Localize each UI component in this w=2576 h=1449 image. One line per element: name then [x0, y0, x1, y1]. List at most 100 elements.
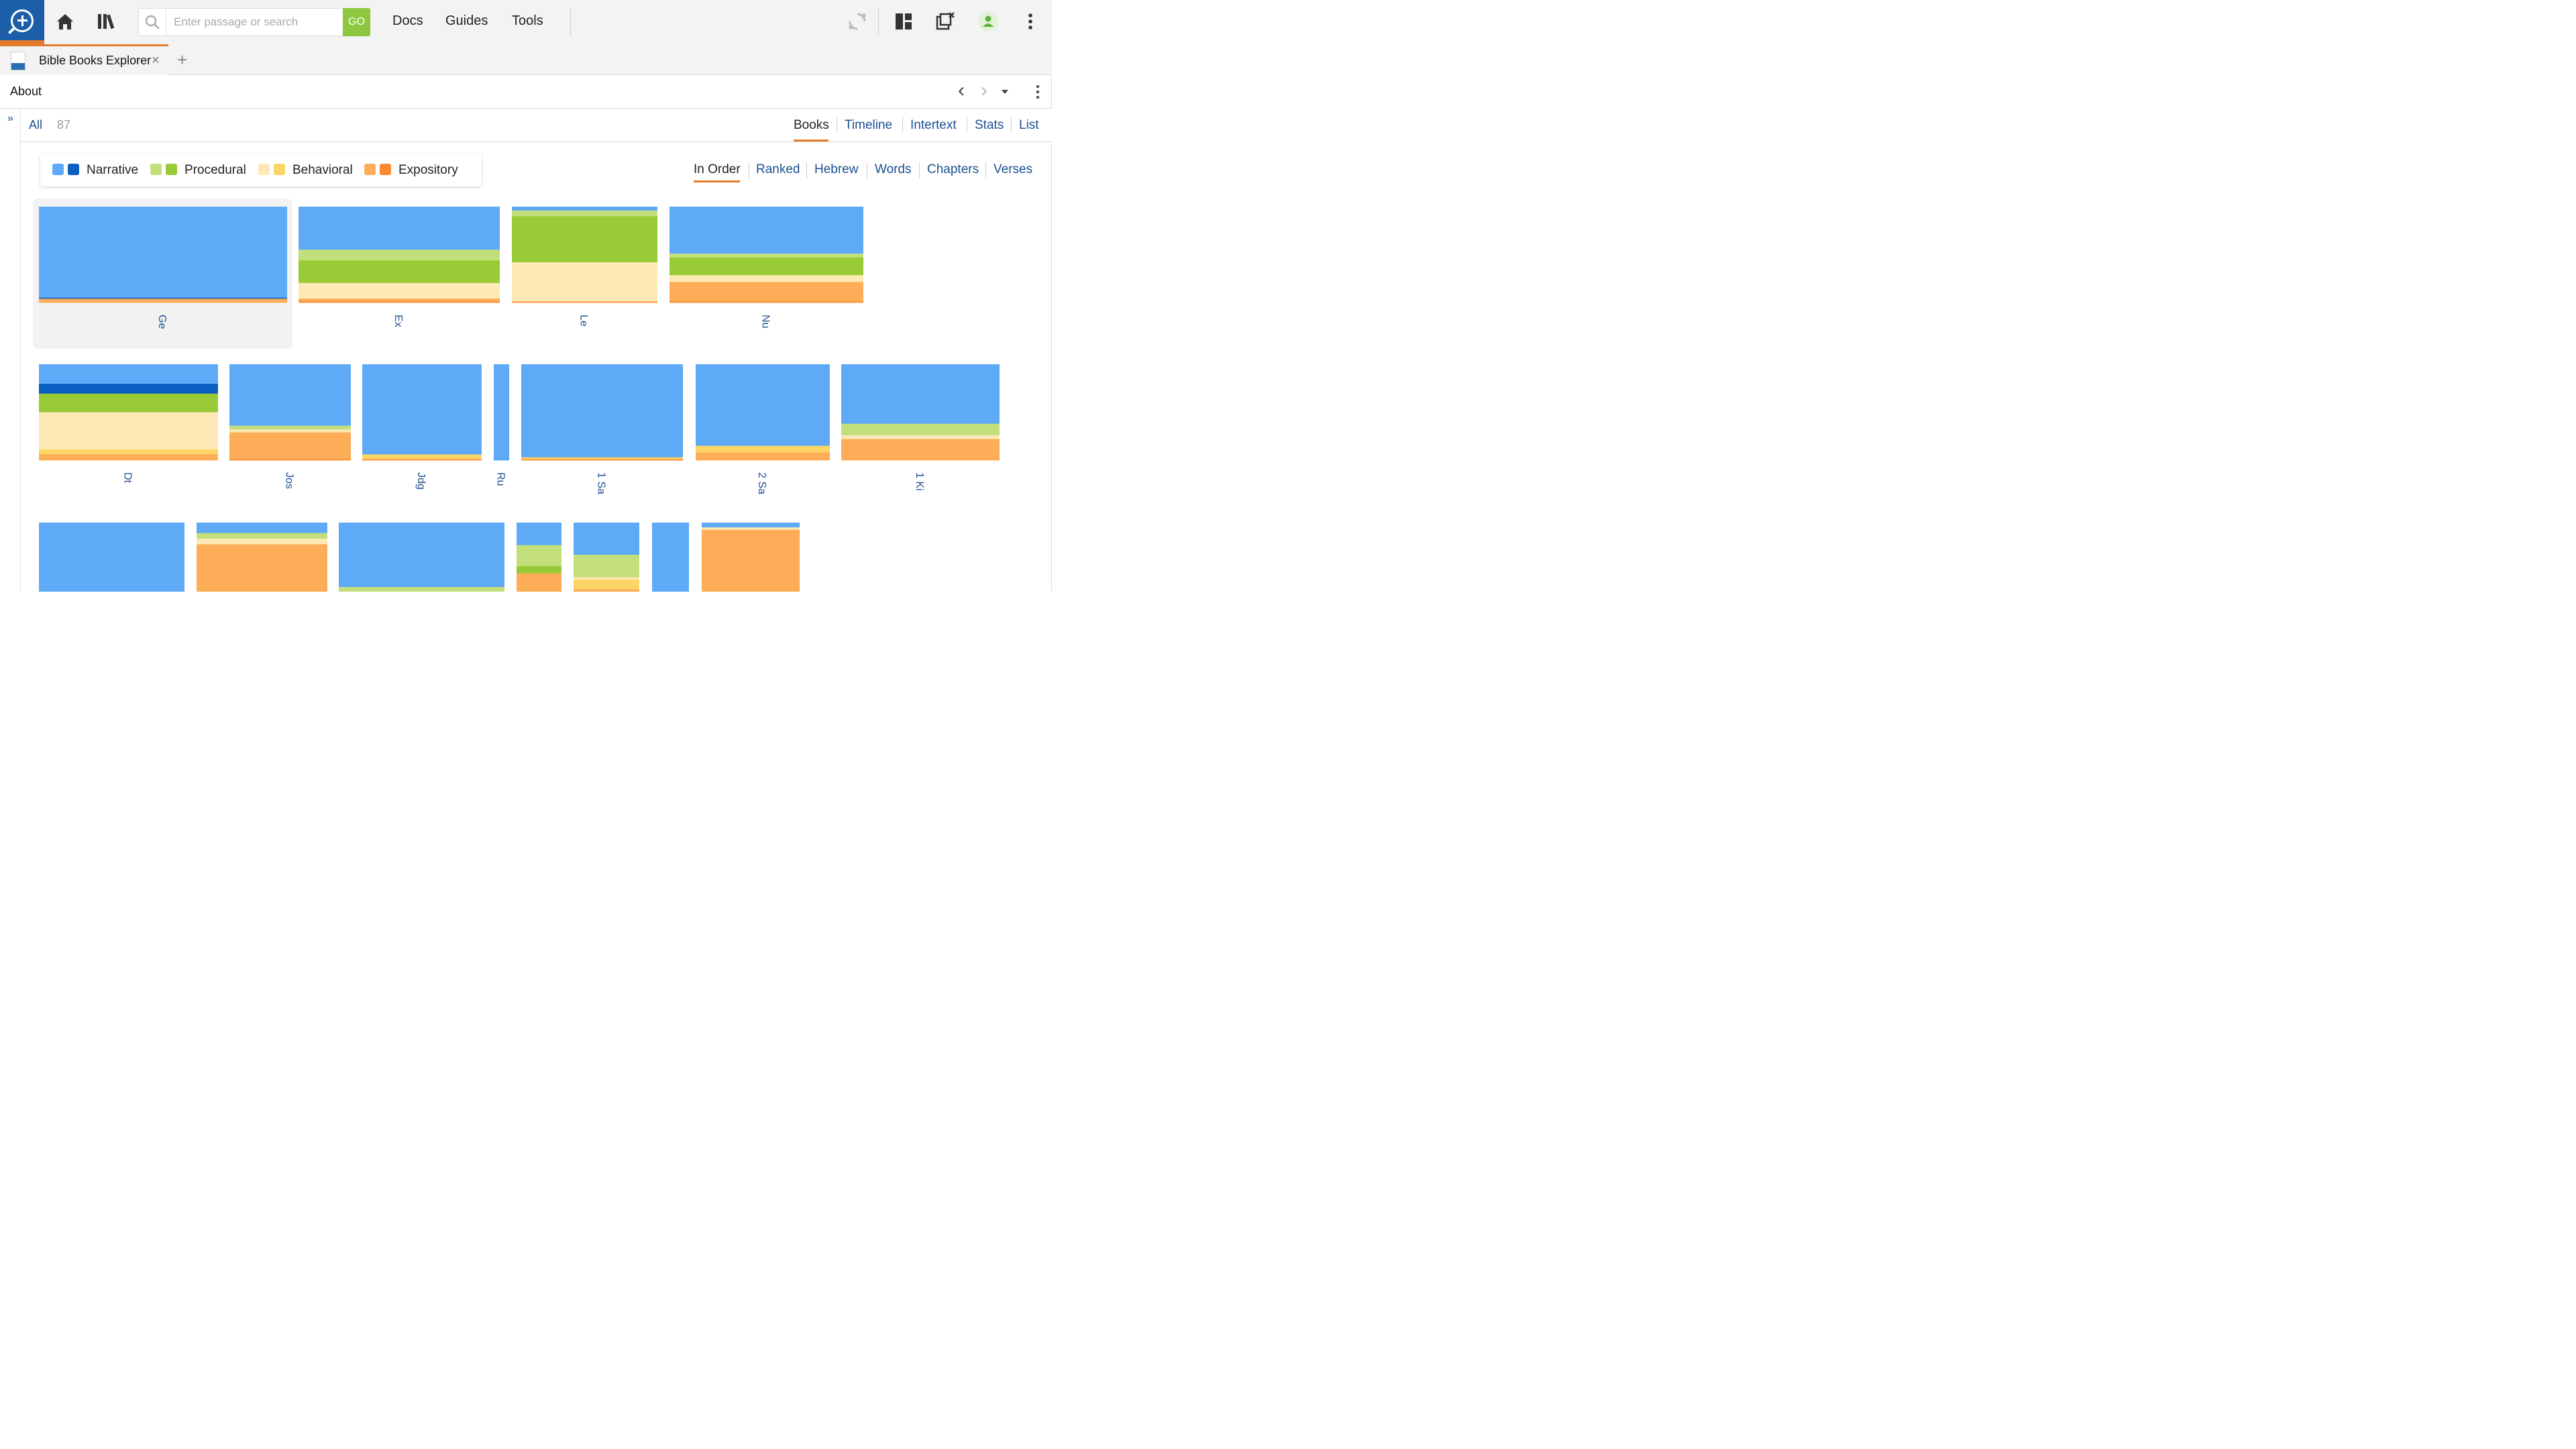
book-label-jdg[interactable]: Jdg [415, 472, 427, 490]
bar-book-15-expository-light[interactable] [517, 573, 561, 592]
bar-book-16-narrative-light[interactable] [574, 523, 639, 555]
bar-jdg-expository-dark[interactable] [362, 459, 482, 461]
bar-nu-narrative-light[interactable] [669, 207, 863, 254]
bar-jos-narrative-light[interactable] [229, 364, 351, 426]
sort-hebrew[interactable]: Hebrew [814, 162, 859, 176]
view-tab-timeline[interactable]: Timeline [845, 118, 893, 132]
bar-book-15-procedural-dark[interactable] [517, 566, 561, 574]
bar-1-ki-narrative-light[interactable] [841, 364, 1000, 425]
menu-guides[interactable]: Guides [445, 13, 488, 28]
bar-dt-behavioral-light[interactable] [39, 412, 218, 450]
book-label-ge[interactable]: Ge [156, 315, 168, 329]
tab-bible-books-explorer[interactable]: Bible Books Explorer × [0, 44, 168, 75]
bar-2-sa-narrative-light[interactable] [696, 364, 830, 446]
bar-le-behavioral-light[interactable] [512, 262, 657, 302]
bar-dt-narrative-light[interactable] [39, 364, 218, 384]
sync-icon[interactable] [845, 9, 869, 34]
bar-book-14-narrative-light[interactable] [339, 523, 504, 588]
more-menu-icon[interactable] [1018, 9, 1042, 34]
bar-jos-procedural-light[interactable] [229, 425, 351, 430]
close-panels-icon[interactable] [933, 9, 957, 34]
bar-book-15-narrative-light[interactable] [517, 523, 561, 545]
bar-book-16-expository-light[interactable] [574, 589, 639, 592]
book-label-1-ki[interactable]: 1 Ki [914, 472, 925, 491]
bar-book-13-expository-light[interactable] [197, 544, 327, 592]
close-tab-icon[interactable]: × [152, 53, 160, 68]
bar-dt-expository-light[interactable] [39, 454, 218, 461]
bar-book-16-behavioral-light[interactable] [574, 577, 639, 580]
book-label-jos[interactable]: Jos [284, 472, 295, 489]
view-tab-books[interactable]: Books [794, 118, 829, 132]
sort-in-order[interactable]: In Order [694, 162, 741, 176]
forward-icon[interactable]: › [981, 79, 987, 101]
bar-ge-narrative-light[interactable] [39, 207, 287, 299]
library-icon[interactable] [95, 9, 119, 34]
bar-2-sa-expository-light[interactable] [696, 452, 830, 461]
bar-book-13-procedural-light[interactable] [197, 533, 327, 539]
bar-le-procedural-dark[interactable] [512, 216, 657, 263]
search-input[interactable] [174, 13, 341, 32]
go-button[interactable]: GO [343, 8, 370, 36]
bar-nu-expository-light[interactable] [669, 282, 863, 302]
about-link[interactable]: About [10, 85, 42, 98]
bar-1-ki-procedural-light[interactable] [841, 423, 1000, 436]
layouts-icon[interactable] [892, 9, 916, 34]
bar-ex-procedural-light[interactable] [299, 250, 500, 261]
menu-docs[interactable]: Docs [392, 13, 423, 28]
book-label-nu[interactable]: Nu [760, 315, 771, 328]
menu-tools[interactable]: Tools [512, 13, 543, 28]
book-label-le[interactable]: Le [578, 315, 590, 327]
bar-book-18-expository-light[interactable] [702, 529, 800, 592]
bar-book-18-narrative-light[interactable] [702, 523, 800, 528]
bar-book-13-behavioral-light[interactable] [197, 539, 327, 545]
bar-ex-behavioral-light[interactable] [299, 282, 500, 299]
legend-label-behavioral[interactable]: Behavioral [292, 163, 353, 177]
bar-1-sa-expository-dark[interactable] [521, 459, 683, 461]
expand-sidebar-icon[interactable]: » [7, 113, 13, 124]
bar-jos-expository-light[interactable] [229, 432, 351, 460]
bar-le-narrative-light[interactable] [512, 207, 657, 211]
bar-dt-behavioral-dark[interactable] [39, 449, 218, 455]
view-tab-list[interactable]: List [1019, 118, 1039, 132]
user-avatar-icon[interactable] [976, 9, 1000, 34]
new-tab-icon[interactable]: + [177, 50, 188, 70]
book-label-2-sa[interactable]: 2 Sa [756, 472, 767, 494]
panel-menu-icon[interactable] [1035, 85, 1040, 103]
bar-ex-expository-light[interactable] [299, 299, 500, 302]
bar-ru-narrative-light[interactable] [494, 364, 509, 461]
filter-all[interactable]: All [29, 118, 43, 131]
book-label-ru[interactable]: Ru [495, 472, 506, 486]
bar-1-sa-behavioral-dark[interactable] [521, 457, 683, 460]
bar-le-expository-dark[interactable] [512, 301, 657, 303]
bar-nu-procedural-dark[interactable] [669, 257, 863, 276]
bar-jos-behavioral-light[interactable] [229, 429, 351, 433]
bar-book-14-procedural-light[interactable] [339, 587, 504, 592]
legend-label-procedural[interactable]: Procedural [184, 163, 246, 177]
bar-book-18-behavioral-light[interactable] [702, 527, 800, 531]
bar-book-15-procedural-light[interactable] [517, 545, 561, 567]
bar-1-ki-expository-light[interactable] [841, 439, 1000, 461]
bar-jos-expository-dark[interactable] [229, 459, 351, 461]
book-label-dt[interactable]: Dt [122, 472, 133, 484]
bar-book-13-narrative-light[interactable] [197, 523, 327, 533]
bar-2-sa-behavioral-dark[interactable] [696, 445, 830, 453]
view-tab-stats[interactable]: Stats [975, 118, 1004, 132]
bar-dt-narrative-dark[interactable] [39, 384, 218, 394]
sort-verses[interactable]: Verses [994, 162, 1033, 176]
bar-dt-procedural-dark[interactable] [39, 393, 218, 413]
bar-book-12-narrative-light[interactable] [39, 523, 184, 592]
bar-jdg-narrative-light[interactable] [362, 364, 482, 455]
bar-1-ki-behavioral-light[interactable] [841, 435, 1000, 439]
back-icon[interactable]: ‹ [958, 79, 965, 101]
bar-book-16-behavioral-dark[interactable] [574, 580, 639, 590]
bar-1-sa-narrative-light[interactable] [521, 364, 683, 458]
bar-le-procedural-light[interactable] [512, 210, 657, 217]
bar-ex-narrative-light[interactable] [299, 207, 500, 250]
legend-label-expository[interactable]: Expository [398, 163, 458, 177]
view-tab-intertext[interactable]: Intertext [910, 118, 957, 132]
bar-ex-expository-dark[interactable] [299, 301, 500, 303]
legend-label-narrative[interactable]: Narrative [87, 163, 139, 177]
book-label-1-sa[interactable]: 1 Sa [596, 472, 607, 494]
sort-words[interactable]: Words [875, 162, 912, 176]
bar-ge-expository-light[interactable] [39, 299, 287, 303]
